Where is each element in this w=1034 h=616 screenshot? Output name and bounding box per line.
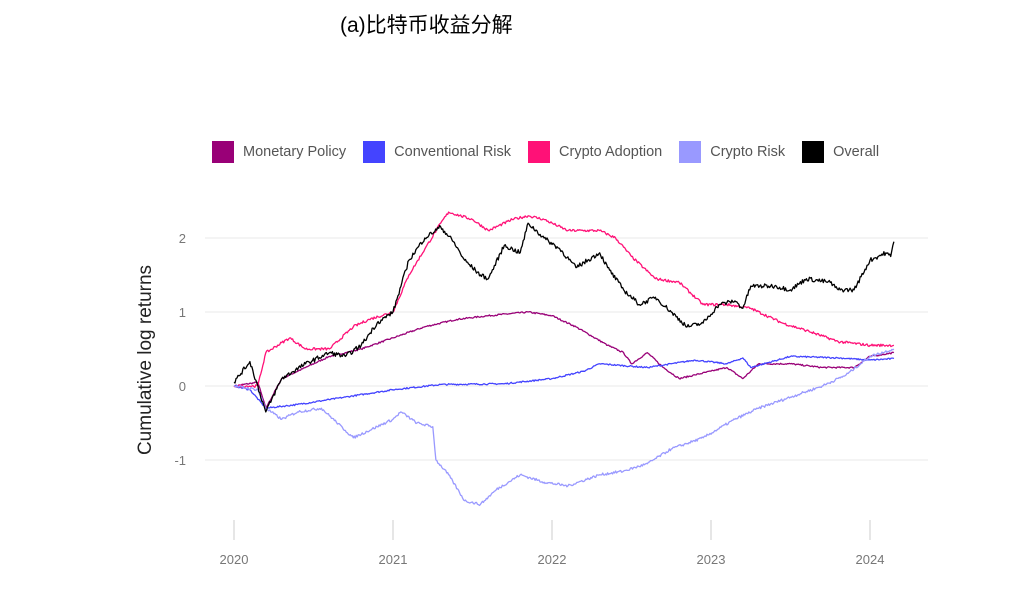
- legend-label: Crypto Risk: [710, 144, 786, 160]
- legend-item-crypto-adoption[interactable]: Crypto Adoption: [528, 141, 662, 163]
- x-tick-label: 2024: [856, 552, 885, 567]
- x-tick-label: 2022: [538, 552, 567, 567]
- series-line-conventional-risk: [233, 355, 895, 409]
- legend-swatch: [212, 141, 234, 163]
- x-tick-label: 2021: [379, 552, 408, 567]
- legend-label: Conventional Risk: [394, 144, 512, 160]
- legend-label: Overall: [833, 144, 880, 160]
- legend-label: Crypto Adoption: [559, 144, 663, 160]
- legend-item-conventional-risk[interactable]: Conventional Risk: [363, 141, 511, 163]
- legend-swatch: [679, 141, 702, 163]
- legend-label: Monetary Policy: [243, 144, 347, 160]
- legend-item-crypto-risk[interactable]: Crypto Risk: [679, 141, 785, 163]
- legend-item-overall[interactable]: Overall: [802, 141, 879, 163]
- legend-swatch: [528, 141, 551, 163]
- x-tick-label: 2020: [220, 552, 249, 567]
- y-tick-label: 0: [179, 379, 186, 394]
- y-tick-label: 2: [179, 231, 186, 246]
- series-line-crypto-adoption: [233, 211, 895, 388]
- legend-swatch: [363, 141, 386, 163]
- y-tick-label: 1: [179, 305, 186, 320]
- x-tick-label: 2023: [697, 552, 726, 567]
- y-tick-label: -1: [174, 453, 186, 468]
- chart-title: (a)比特币收益分解: [340, 14, 513, 37]
- legend-item-monetary-policy[interactable]: Monetary Policy: [212, 141, 346, 163]
- series-line-overall: [233, 222, 895, 413]
- legend-swatch: [802, 141, 825, 163]
- series-line-crypto-risk: [233, 348, 895, 507]
- legend: Monetary Policy Conventional Risk Crypto…: [212, 141, 896, 163]
